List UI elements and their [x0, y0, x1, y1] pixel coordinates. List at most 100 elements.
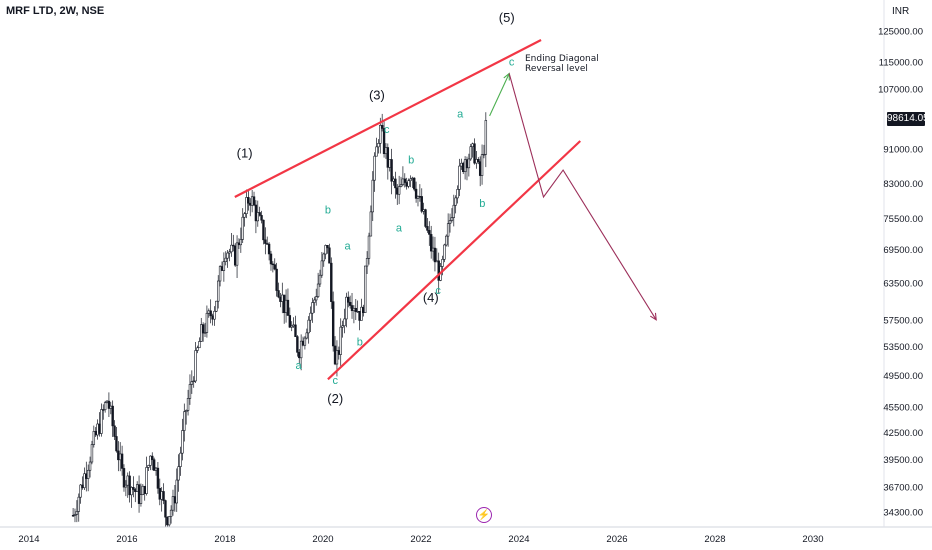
candle-body	[316, 283, 320, 297]
y-tick-label: 83000.00	[883, 179, 923, 190]
y-tick-label: 125000.00	[878, 27, 923, 38]
candle-body	[441, 259, 444, 267]
candle-body	[477, 159, 480, 162]
wave-label-major: (5)	[499, 10, 515, 25]
candle-body	[126, 475, 129, 486]
candle-body	[484, 120, 488, 155]
candle-body	[309, 312, 312, 321]
candle-body	[260, 215, 263, 221]
candle-body	[151, 455, 154, 461]
x-tick-label: 2024	[508, 534, 529, 545]
candle-body	[452, 204, 455, 218]
candle-body	[337, 350, 341, 355]
candle-body	[200, 324, 203, 342]
candle-body	[183, 411, 186, 431]
projection-down[interactable]	[508, 73, 657, 321]
candle-body	[271, 263, 275, 266]
candle-body	[209, 310, 212, 317]
candle-body	[135, 484, 139, 492]
candle-body	[365, 258, 369, 267]
candle-body	[290, 325, 293, 328]
candle-body	[239, 239, 243, 246]
candle-body	[469, 146, 472, 160]
candle-body	[277, 290, 280, 298]
candle-body	[243, 213, 246, 218]
trendline-upper[interactable]	[234, 39, 542, 198]
wave-labels: (1) (2) (3) (4) (5) a b c a b c a b c a b c	[237, 10, 515, 406]
projection-down-arrowhead	[649, 312, 657, 321]
candle-body	[467, 158, 471, 169]
candle-body	[119, 453, 122, 461]
candle-body	[273, 264, 276, 270]
candle-body	[203, 332, 207, 334]
candle-body	[194, 350, 197, 382]
candle-body	[424, 209, 427, 227]
candle-body	[171, 496, 175, 511]
wave-label-minor: a	[295, 360, 302, 372]
flash-icon[interactable]: ⚡	[476, 507, 492, 523]
candle-body	[433, 247, 437, 263]
candle-body	[397, 186, 401, 195]
candle-body	[166, 516, 169, 526]
candle-body	[399, 184, 403, 187]
x-tick-label: 2016	[116, 534, 137, 545]
x-tick-label: 2020	[312, 534, 333, 545]
candle-body	[266, 243, 269, 245]
candle-body	[156, 467, 160, 489]
candle-body	[164, 500, 167, 518]
candle-body	[341, 325, 344, 328]
candle-body	[235, 242, 239, 266]
chart-title: MRF LTD, 2W, NSE	[6, 5, 105, 17]
y-tick-label: 63500.00	[883, 278, 923, 289]
y-tick-label: 69500.00	[883, 245, 923, 256]
candle-body	[71, 514, 75, 517]
candle-body	[373, 155, 376, 181]
candle-body	[380, 125, 384, 129]
x-tick-label: 2018	[214, 534, 235, 545]
candle-body	[392, 178, 395, 182]
y-tick-label: 34300.00	[883, 508, 923, 519]
note-line-2: Reversal level	[525, 64, 588, 74]
candle-body	[450, 217, 454, 221]
y-tick-label: 57500.00	[883, 315, 923, 326]
wave-label-minor: a	[396, 223, 403, 235]
candle-body	[264, 239, 267, 244]
candle-body	[445, 235, 448, 246]
wave-label-major: (2)	[327, 391, 343, 406]
wave-label-minor: c	[509, 56, 515, 68]
candle-body	[113, 425, 116, 437]
candle-body	[443, 244, 446, 260]
x-tick-label: 2028	[704, 534, 725, 545]
candle-body	[143, 485, 146, 494]
candle-body	[379, 125, 382, 144]
candle-body	[322, 253, 325, 262]
candle-body	[288, 315, 292, 328]
candle-body	[115, 436, 118, 452]
projection-up[interactable]	[489, 73, 510, 117]
candle-body	[364, 265, 367, 313]
candle-body	[416, 196, 420, 199]
candle-body	[81, 484, 84, 489]
candle-body	[418, 196, 422, 198]
candle-body	[247, 197, 250, 204]
candle-body	[413, 177, 416, 190]
candle-body	[296, 336, 299, 353]
candle-body	[141, 485, 145, 495]
candle-body	[462, 162, 465, 172]
candle-body	[377, 143, 380, 148]
candle-body	[269, 253, 273, 265]
candle-body	[428, 230, 431, 235]
candle-body	[407, 180, 410, 187]
y-tick-label: 39500.00	[883, 455, 923, 466]
candle-body	[286, 299, 290, 316]
candle-body	[282, 294, 286, 313]
candle-body	[414, 188, 418, 199]
candle-body	[388, 159, 391, 168]
candle-body	[168, 516, 171, 526]
candle-body	[422, 209, 425, 212]
trendline-lower[interactable]	[327, 140, 582, 381]
candle-body	[435, 260, 439, 263]
candle-body	[83, 473, 86, 489]
candle-body	[411, 177, 414, 180]
